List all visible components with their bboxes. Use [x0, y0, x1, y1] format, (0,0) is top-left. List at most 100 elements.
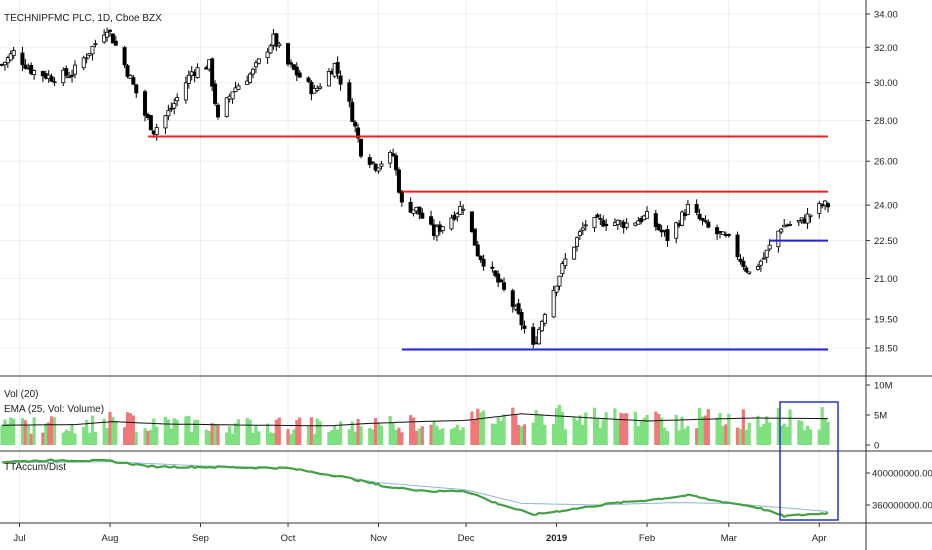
volume-bar [432, 420, 436, 445]
candle [697, 208, 702, 221]
accum-dist-pane[interactable]: TTAccum/Dist [1, 458, 829, 519]
volume-bar [23, 420, 27, 445]
candle [572, 246, 577, 260]
candle [726, 233, 731, 238]
volume-bar [768, 422, 772, 445]
volume-bar [581, 425, 585, 445]
price-tick-label: 32.00 [874, 43, 898, 54]
volume-bar [356, 418, 360, 445]
price-tick-label: 22.50 [874, 236, 898, 247]
candle [253, 60, 258, 74]
candle [680, 210, 685, 227]
candle [236, 83, 241, 90]
price-tick-label: 19.50 [874, 315, 898, 326]
volume-bar [695, 428, 699, 445]
candle [469, 211, 474, 233]
candle [761, 252, 766, 260]
volume-bar [642, 417, 646, 445]
volume-bar [315, 418, 319, 445]
candle [493, 270, 498, 278]
candle [294, 62, 299, 82]
candle [747, 271, 752, 275]
volume-bar [686, 426, 690, 445]
candle [131, 74, 136, 85]
volume-bar [359, 426, 363, 445]
volume-bar [762, 423, 766, 445]
candle [694, 199, 699, 216]
volume-bar [639, 421, 643, 445]
candle [461, 204, 466, 216]
time-tick-label: Dec [458, 533, 475, 544]
candle [823, 200, 828, 210]
volume-bar [522, 424, 527, 445]
candle [210, 57, 215, 92]
volume-bar [560, 411, 564, 445]
volume-bar [64, 429, 68, 445]
time-tick-label: Apr [812, 533, 827, 544]
candle [522, 320, 527, 334]
volume-bar [350, 421, 354, 445]
accum-dist-axis[interactable]: 400000000.00 360000000.00 [866, 469, 932, 512]
volume-bar [195, 419, 200, 445]
candle [758, 259, 763, 272]
candle [408, 197, 413, 213]
volume-tick-label: 10M [874, 381, 893, 392]
candle [183, 76, 188, 104]
volume-axis[interactable]: 10M 5M 0 [866, 381, 893, 452]
candle [537, 326, 542, 345]
candle [557, 275, 562, 291]
volume-bar [473, 419, 477, 445]
volume-bar [6, 423, 10, 445]
accum-dist-signal-line [2, 461, 829, 512]
price-tick-label: 30.00 [874, 78, 898, 89]
volume-bar [248, 419, 252, 445]
candle [107, 28, 112, 37]
time-tick-label: 2019 [546, 533, 567, 544]
candle [417, 206, 422, 220]
price-axis[interactable]: 34.00 32.00 30.00 28.00 26.00 24.00 22.50 21.00… [866, 10, 898, 355]
candle [154, 123, 159, 141]
candle [779, 227, 784, 235]
candle [90, 45, 95, 61]
volume-bar [452, 427, 457, 445]
candle [656, 223, 661, 231]
ema-series-label: EMA (25, Vol: Volume) [4, 404, 104, 415]
volume-bar [411, 417, 416, 445]
time-axis[interactable]: Jul Aug Sep Oct Nov Dec 2019 Feb Mar Apr [13, 523, 827, 544]
candle [598, 214, 603, 225]
candle [502, 277, 507, 292]
candle [52, 77, 57, 87]
candle [70, 69, 75, 83]
candle [122, 45, 127, 68]
volume-bar [557, 404, 562, 445]
volume-tick-label: 0 [874, 441, 879, 452]
volume-bar [175, 419, 179, 445]
volume-bar [700, 416, 705, 445]
volume-bar [604, 412, 608, 445]
candles [0, 27, 831, 349]
candle [735, 231, 740, 260]
candle [394, 152, 399, 176]
candle [577, 229, 582, 240]
volume-bar [479, 412, 483, 445]
volume-bar [61, 432, 65, 445]
volume-bar [449, 429, 454, 445]
candle [172, 98, 177, 115]
price-title: TECHNIPFMC PLC, 1D, Cboe BZX [4, 13, 162, 24]
candle [23, 58, 28, 70]
time-tick-label: Oct [281, 533, 296, 544]
volume-bar [718, 413, 722, 445]
candle [411, 209, 416, 217]
volume-bar [70, 424, 74, 445]
candle [741, 256, 746, 271]
candle [531, 322, 536, 349]
price-pane[interactable]: TECHNIPFMC PLC, 1D, Cboe BZX [0, 13, 831, 351]
candle [318, 83, 323, 90]
volume-pane[interactable]: Vol (20) EMA (25, Vol: Volume) [0, 389, 830, 445]
volume-bar [125, 412, 130, 445]
volume-bar [765, 416, 769, 445]
volume-bar [823, 418, 827, 445]
candle [213, 80, 218, 107]
volume-bar [292, 429, 296, 445]
